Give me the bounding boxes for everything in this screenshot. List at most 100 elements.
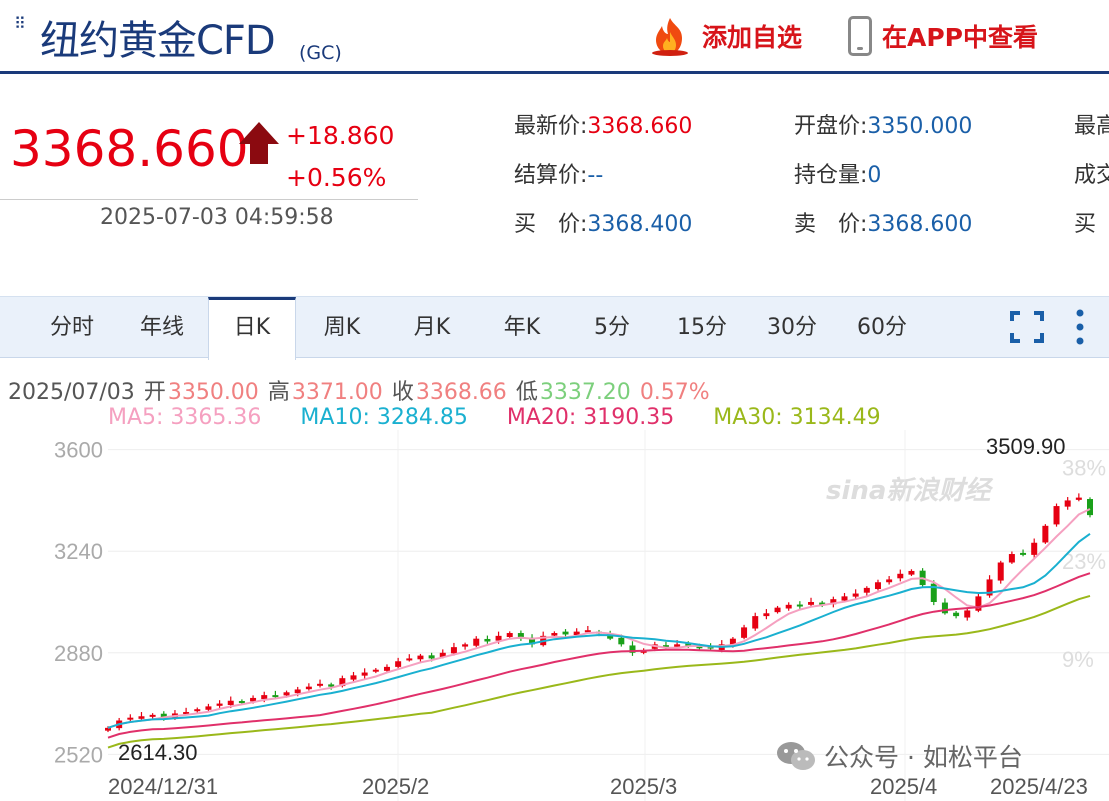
candle-body <box>372 669 379 672</box>
y-tick-label: 2880 <box>54 641 103 666</box>
candle-body <box>796 604 803 607</box>
candle-body <box>205 706 212 710</box>
candle-body <box>160 713 167 718</box>
tab-9[interactable]: 30分 <box>767 315 817 340</box>
quote-field-value: 0 <box>867 163 882 188</box>
x-tick-label: 2025/4 <box>870 774 937 799</box>
last-price: 3368.660 <box>10 120 249 178</box>
candle-body <box>517 633 524 639</box>
y-tick-label: 3240 <box>54 539 103 564</box>
candle-body <box>383 666 390 671</box>
wechat-text: 公众号 · 如松平台 <box>824 743 1023 772</box>
watermark: sina新浪财经 <box>826 476 991 506</box>
candle-body <box>819 602 826 605</box>
page-title: 纽约黄金CFD <box>40 18 276 64</box>
fullscreen-icon[interactable] <box>1010 311 1044 343</box>
candle-body <box>439 652 446 658</box>
period-tabs: 分时 年线 日K 周K 月K 年K 5分 15分 30分 60分 <box>0 296 1109 360</box>
candlestick-chart[interactable]: 2520 2880 3240 3600 9% 23% 38% 2024/12/31 2025/2… <box>0 430 1109 801</box>
top-bar: ⠿ 纽约黄金CFD (GC) 添加自选 在APP中查看 <box>0 0 1109 74</box>
x-tick-label: 2025/4/23 <box>990 774 1088 799</box>
candle-body <box>1042 525 1049 543</box>
candle-body <box>562 631 569 635</box>
tab-10[interactable]: 60分 <box>857 315 907 340</box>
quote-field-label: 买 <box>1074 212 1097 237</box>
candle-body <box>741 627 748 638</box>
quote-field: 最新价:3368.660 <box>514 108 692 140</box>
candle-body <box>674 644 681 647</box>
candle-body <box>975 596 982 611</box>
high-value: 3371.00 <box>291 380 383 405</box>
tab-3[interactable]: 日K <box>208 297 296 360</box>
ma5-line <box>107 508 1091 729</box>
fire-icon <box>652 18 688 56</box>
quote-field-value: 3368.600 <box>867 212 973 237</box>
ma10-line <box>107 532 1091 729</box>
candle-body <box>238 701 245 704</box>
candle-body <box>294 689 301 694</box>
quote-field: 买 <box>1074 206 1096 238</box>
candle-body <box>729 638 736 645</box>
candle-body <box>930 583 937 602</box>
x-tick-label: 2025/2 <box>362 774 429 799</box>
ma10-label: MA10: 3284.85 <box>300 405 468 430</box>
candle-body <box>105 727 111 731</box>
candle-body <box>506 633 513 637</box>
open-label: 开 <box>143 380 166 405</box>
candle-body <box>953 612 960 617</box>
view-in-app-button[interactable]: 在APP中查看 <box>848 14 1038 58</box>
quote-field-value: 3368.400 <box>587 212 693 237</box>
candle-body <box>685 642 692 646</box>
quote-field: 成交 <box>1074 157 1109 189</box>
ma30-line <box>107 594 1091 749</box>
candle-body <box>227 700 234 705</box>
quote-field-label: 开盘价: <box>794 114 868 139</box>
candle-body <box>1053 506 1060 525</box>
quote-field-label: 结算价: <box>514 163 588 188</box>
more-vertical-icon[interactable] <box>1070 307 1090 347</box>
candle-body <box>350 675 357 680</box>
quote-field: 开盘价:3350.000 <box>794 108 972 140</box>
candle-body <box>194 709 201 712</box>
tab-8[interactable]: 15分 <box>677 315 727 340</box>
ma20-label: MA20: 3190.35 <box>506 405 675 430</box>
add-favorite-button[interactable]: 添加自选 <box>648 14 802 58</box>
quote-field-label: 买 价: <box>514 212 588 237</box>
x-tick-label: 2025/3 <box>610 774 677 799</box>
candle-body <box>618 637 625 645</box>
candle-body <box>417 655 424 660</box>
candle-body <box>183 712 190 715</box>
ma30-label: MA30: 3134.49 <box>713 405 881 430</box>
candle-body <box>808 602 815 605</box>
candle-body <box>250 697 257 702</box>
candle-body <box>886 579 893 583</box>
tab-6[interactable]: 年K <box>503 315 541 340</box>
price-change: +18.860 +0.56% <box>286 115 394 199</box>
pct-value: 0.57% <box>639 380 710 405</box>
tab-7[interactable]: 5分 <box>594 315 630 340</box>
quote-field: 持仓量:0 <box>794 157 881 189</box>
candle-body <box>941 602 948 614</box>
logo-icon: ⠿ <box>14 14 26 33</box>
tab-4[interactable]: 周K <box>323 315 361 340</box>
quote-field-value: 3368.660 <box>587 114 693 139</box>
candle-body <box>1020 552 1027 555</box>
y-tick-label: 2520 <box>54 742 103 767</box>
candle-body <box>852 593 859 597</box>
candle-body <box>395 661 402 667</box>
change-percent: +0.56% <box>286 163 387 192</box>
y-tick-right-label: 9% <box>1062 647 1094 672</box>
y-tick-label: 3600 <box>54 438 103 463</box>
ma20-line <box>107 572 1091 739</box>
page-title-code: (GC) <box>299 42 342 64</box>
candle-body <box>1031 542 1038 555</box>
tab-5[interactable]: 月K <box>413 315 451 340</box>
y-tick-right-label: 23% <box>1062 549 1106 574</box>
wechat-icon <box>777 742 815 770</box>
candle-body <box>997 562 1004 581</box>
tab-2[interactable]: 年线 <box>139 315 184 340</box>
quote-field-label: 最新价: <box>514 114 588 139</box>
arrow-up-icon <box>239 122 279 164</box>
candle-body <box>551 633 558 636</box>
tab-1[interactable]: 分时 <box>49 315 94 340</box>
